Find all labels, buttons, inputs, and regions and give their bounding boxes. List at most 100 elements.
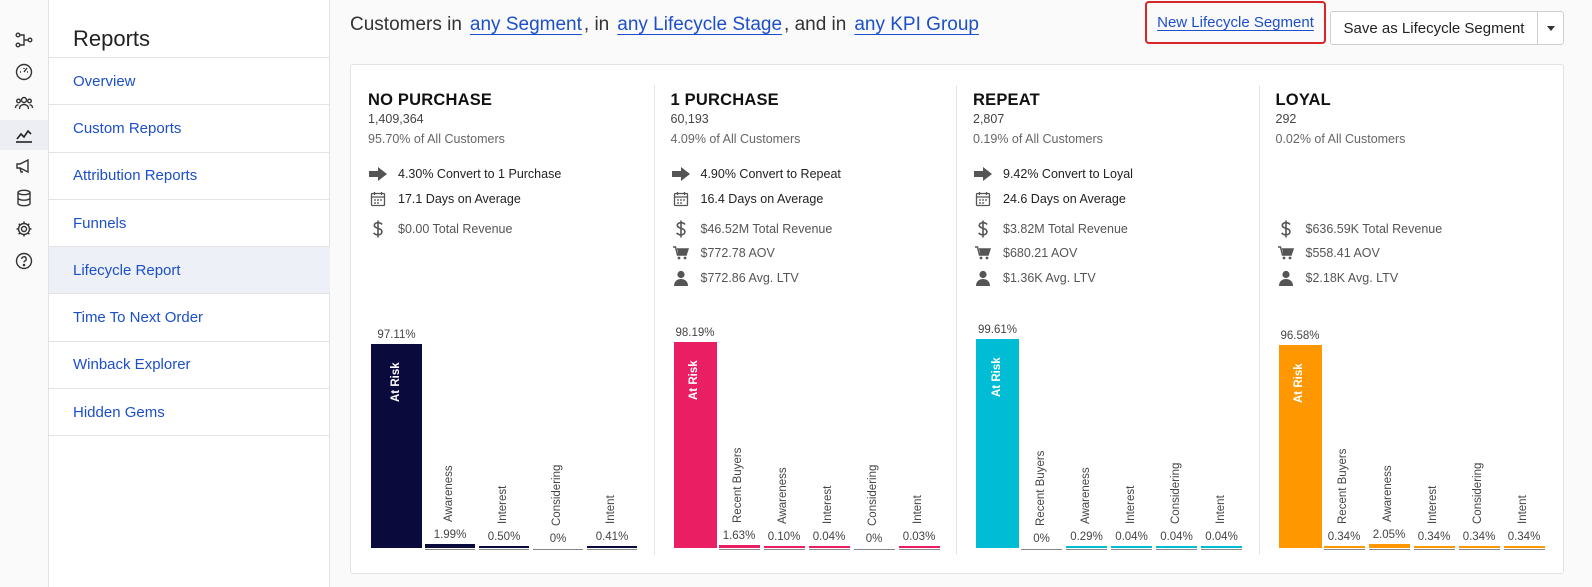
bar-category-label: Considering [1472,462,1484,524]
bar-value-label: 0% [1033,533,1050,545]
help-icon[interactable] [0,246,48,276]
stage-count: 60,193 [670,112,709,126]
sidebar-item-lifecycle-report[interactable]: Lifecycle Report [49,247,330,295]
chart-bar[interactable] [371,344,422,548]
save-lifecycle-segment-button[interactable]: Save as Lifecycle Segment [1330,11,1538,45]
bar-baseline [1066,549,1107,550]
chart-bar[interactable] [1503,546,1545,548]
bar-category-label: Interest [822,485,834,524]
avg-ltv-metric: $2.18K Avg. LTV [1276,268,1398,288]
convert-rate-text: 4.90% Convert to Repeat [700,167,841,181]
bar-baseline [718,549,760,550]
chart-bar[interactable] [976,338,1019,548]
new-lifecycle-segment-label: New Lifecycle Segment [1157,14,1314,31]
aov-text: $772.78 AOV [700,246,775,260]
chart-bar[interactable] [1111,546,1152,548]
aov-metric: $680.21 AOV [973,243,1077,263]
bar-category-label: At Risk [389,362,402,403]
avg-days-metric: 24.6 Days on Average [973,189,1126,209]
chart-bar[interactable] [479,546,529,548]
convert-rate-metric: 4.90% Convert to Repeat [671,164,841,184]
users-icon[interactable] [0,88,48,118]
bar-value-label: 0.34% [1507,531,1541,543]
bar-value-label: 0.50% [487,531,521,543]
total-revenue-metric: $636.59K Total Revenue [1276,219,1442,239]
megaphone-icon[interactable] [0,151,48,181]
aov-text: $558.41 AOV [1305,246,1380,260]
bar-baseline [808,549,850,550]
chart-bar[interactable] [1066,546,1107,548]
bar-category-label: At Risk [688,360,700,400]
stage-filter-link[interactable]: any Lifecycle Stage [617,14,783,35]
user-icon [973,269,993,287]
stage-count: 292 [1275,112,1297,126]
aov-metric: $558.41 AOV [1276,243,1380,263]
bar-baseline [853,549,895,550]
chart-bar[interactable] [425,543,475,548]
sidebar-item-winback-explorer[interactable]: Winback Explorer [49,342,330,390]
dollar-icon [671,220,691,238]
chart-bar[interactable] [1201,546,1242,548]
bar-baseline [1503,549,1545,550]
customer-filter: Customers in any Segment , in any Lifecy… [350,14,981,36]
chart-bar[interactable] [673,341,717,548]
chart-icon[interactable] [0,120,48,150]
save-options-dropdown[interactable] [1538,11,1564,45]
bar-value-label: 1.99% [433,528,467,541]
filter-sep-2: , and in [784,14,847,35]
chart-bar[interactable] [1458,546,1500,548]
bar-value-label: 0.04% [1160,531,1193,543]
kpi-filter-link[interactable]: any KPI Group [854,14,979,35]
bar-category-label: Intent [912,495,924,524]
arrow-right-icon [671,165,691,183]
segment-filter-link[interactable]: any Segment [469,14,582,35]
column-divider [653,85,655,555]
chart-bar[interactable] [1278,345,1322,548]
chart-bar[interactable] [1413,546,1455,548]
gear-icon[interactable] [0,214,48,244]
bar-baseline [1323,549,1365,550]
bar-baseline [425,549,475,550]
chart-bar[interactable] [898,546,940,548]
sidebar-item-overview[interactable]: Overview [49,58,330,106]
filter-sep-1: , in [583,14,610,35]
segment-bar-chart: 98.19% At Risk 1.63% Recent Buyers 0.10% Awar… [654,315,956,555]
column-divider [1258,85,1260,555]
bar-category-label: Awareness [1079,467,1092,524]
sidebar-item-custom-reports[interactable]: Custom Reports [49,105,330,153]
bar-category-label: Interest [497,485,509,524]
chart-bar[interactable] [808,546,850,548]
sidebar-item-time-to-next-order[interactable]: Time To Next Order [49,294,330,342]
bar-value-label: 0% [549,533,567,545]
bar-category-label: Awareness [777,467,789,524]
bar-category-label: Intent [1214,495,1227,524]
chart-bar[interactable] [763,546,805,548]
sidebar-item-hidden-gems[interactable]: Hidden Gems [49,389,330,437]
bar-value-label: 99.61% [977,323,1018,336]
bar-baseline [1111,549,1152,550]
chart-bar[interactable] [1368,543,1410,548]
segment-bar-chart: 96.58% At Risk 0.34% Recent Buyers 2.05% Awar… [1259,315,1561,555]
bar-value-label: 0.04% [1115,531,1148,543]
bar-value-label: 0.04% [812,531,846,543]
flow-icon[interactable] [0,25,48,55]
sidebar-item-attribution-reports[interactable]: Attribution Reports [49,153,330,200]
bar-category-label: Recent Buyers [1034,450,1047,526]
arrow-right-icon [973,165,993,183]
dollar-icon [368,220,388,238]
chart-bar[interactable] [1323,546,1365,548]
database-icon[interactable] [0,183,48,213]
dashboard-icon[interactable] [0,57,48,87]
sidebar-item-funnels[interactable]: Funnels [49,200,330,248]
avg-days-metric: 16.4 Days on Average [671,189,823,209]
chart-bar[interactable] [718,544,760,548]
new-lifecycle-segment-link[interactable]: New Lifecycle Segment [1145,1,1326,44]
bar-value-label: 0.04% [1205,531,1238,543]
icon-rail [0,0,49,587]
bar-baseline [533,549,583,550]
chart-bar[interactable] [1156,546,1197,548]
bar-baseline [1021,549,1062,550]
bar-baseline [479,549,529,550]
chart-bar[interactable] [587,546,637,548]
chevron-down-icon [1546,25,1555,31]
